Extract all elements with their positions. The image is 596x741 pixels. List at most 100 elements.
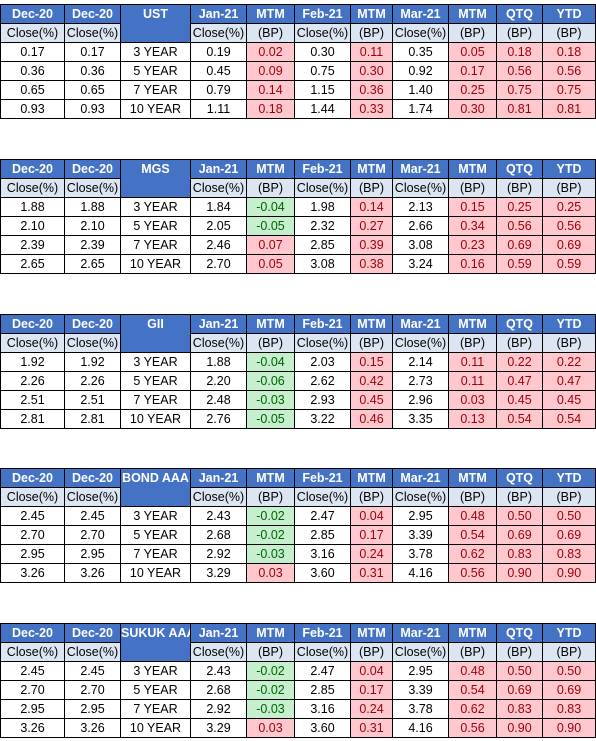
value-cell: 2.93 [294, 390, 351, 410]
value-cell: 2.10 [0, 216, 65, 236]
value-cell: 2.95 [392, 661, 449, 681]
subheader-cell: (BP) [496, 333, 543, 353]
yield-table: Dec-20 Dec-20 UST Jan-21 MTM Feb-21 MTM Mar-21 M… [0, 4, 596, 119]
value-cell: 2.85 [294, 680, 351, 700]
value-cell: -0.04 [246, 197, 295, 217]
value-cell: 0.62 [448, 699, 497, 719]
table-row: 2.45 2.45 3 YEAR 2.43 -0.02 2.47 0.04 2.95 0.48 0… [0, 661, 596, 681]
header-cell: Feb-21 [294, 4, 351, 24]
subheader-cell: (BP) [542, 23, 596, 43]
table-row: 2.26 2.26 5 YEAR 2.20 -0.06 2.62 0.42 2.73 0.11 0… [0, 371, 596, 391]
header-cell: Mar-21 [392, 623, 449, 643]
subheader-cell: (BP) [496, 487, 543, 507]
value-cell: 0.05 [448, 42, 497, 62]
header-cell: Dec-20 [64, 4, 121, 24]
value-cell: 0.90 [496, 563, 543, 583]
subheader-row: Close(%) Close(%) Close(%) (BP) Close(%) (BP)… [0, 487, 596, 507]
subheader-cell: (BP) [542, 333, 596, 353]
value-cell: 0.35 [392, 42, 449, 62]
subheader-row: Close(%) Close(%) Close(%) (BP) Close(%) (BP)… [0, 178, 596, 198]
value-cell: 3.60 [294, 718, 351, 738]
value-cell: 0.18 [246, 99, 295, 119]
subheader-cell: (BP) [542, 487, 596, 507]
value-cell: 2.70 [64, 680, 121, 700]
value-cell: 0.24 [350, 544, 393, 564]
value-cell: 0.04 [350, 506, 393, 526]
value-cell: -0.02 [246, 661, 295, 681]
value-cell: 0.31 [350, 563, 393, 583]
table-row: 1.88 1.88 3 YEAR 1.84 -0.04 1.98 0.14 2.13 0.15 0… [0, 197, 596, 217]
subheader-cell: Close(%) [64, 642, 121, 662]
value-cell: 0.25 [542, 197, 596, 217]
value-cell: 1.88 [190, 352, 247, 372]
yield-table: Dec-20 Dec-20 SUKUK AAA Jan-21 MTM Feb-21 MTM M… [0, 623, 596, 738]
value-cell: 0.17 [448, 61, 497, 81]
table-bond-aaa: Dec-20 Dec-20 BOND AAA Jan-21 MTM Feb-21 MTM Ma… [0, 468, 596, 583]
subheader-cell: (BP) [246, 333, 295, 353]
header-cell: Jan-21 [190, 4, 247, 24]
value-cell: -0.04 [246, 352, 295, 372]
value-cell: 0.56 [542, 216, 596, 236]
tenor-cell: 10 YEAR [120, 254, 191, 274]
value-cell: -0.03 [246, 699, 295, 719]
value-cell: 3.29 [190, 563, 247, 583]
value-cell: 0.34 [448, 216, 497, 236]
value-cell: 0.47 [542, 371, 596, 391]
subheader-cell: (BP) [246, 487, 295, 507]
header-cell: Dec-20 [0, 159, 65, 179]
value-cell: 2.70 [64, 525, 121, 545]
subheader-cell: Close(%) [64, 487, 121, 507]
subheader-cell: (BP) [542, 178, 596, 198]
table-row: 2.70 2.70 5 YEAR 2.68 -0.02 2.85 0.17 3.39 0.54 0… [0, 680, 596, 700]
header-cell: MTM [246, 314, 295, 334]
value-cell: 0.36 [64, 61, 121, 81]
tenor-cell: 10 YEAR [120, 718, 191, 738]
value-cell: 0.54 [496, 409, 543, 429]
value-cell: 0.93 [0, 99, 65, 119]
header-cell: QTQ [496, 314, 543, 334]
value-cell: 0.16 [448, 254, 497, 274]
subheader-cell: Close(%) [64, 23, 121, 43]
header-cell: MTM [448, 314, 497, 334]
table-row: 2.65 2.65 10 YEAR 2.70 0.05 3.08 0.38 3.24 0.16 0… [0, 254, 596, 274]
table-name: BOND AAA [120, 468, 191, 507]
header-cell: YTD [542, 159, 596, 179]
value-cell: 0.45 [496, 390, 543, 410]
table-row: 2.51 2.51 7 YEAR 2.48 -0.03 2.93 0.45 2.96 0.03 0… [0, 390, 596, 410]
value-cell: 2.92 [190, 544, 247, 564]
value-cell: 2.76 [190, 409, 247, 429]
value-cell: -0.05 [246, 409, 295, 429]
header-cell: Dec-20 [64, 623, 121, 643]
value-cell: 0.83 [542, 544, 596, 564]
value-cell: 2.26 [0, 371, 65, 391]
subheader-cell: Close(%) [64, 333, 121, 353]
value-cell: 0.75 [496, 80, 543, 100]
value-cell: 0.24 [350, 699, 393, 719]
header-cell: Mar-21 [392, 314, 449, 334]
header-cell: MTM [350, 159, 393, 179]
tenor-cell: 7 YEAR [120, 544, 191, 564]
value-cell: 0.48 [448, 661, 497, 681]
subheader-cell: Close(%) [294, 333, 351, 353]
value-cell: 3.39 [392, 525, 449, 545]
value-cell: 0.81 [496, 99, 543, 119]
value-cell: 0.83 [496, 544, 543, 564]
value-cell: 0.59 [542, 254, 596, 274]
value-cell: 0.07 [246, 235, 295, 255]
value-cell: 0.69 [496, 680, 543, 700]
value-cell: 4.16 [392, 563, 449, 583]
value-cell: 0.69 [542, 680, 596, 700]
value-cell: 0.15 [448, 197, 497, 217]
value-cell: 3.08 [392, 235, 449, 255]
value-cell: 0.22 [542, 352, 596, 372]
header-cell: YTD [542, 468, 596, 488]
value-cell: 3.24 [392, 254, 449, 274]
header-cell: MTM [246, 468, 295, 488]
value-cell: 0.56 [448, 563, 497, 583]
value-cell: 2.45 [0, 506, 65, 526]
value-cell: 3.26 [0, 563, 65, 583]
yield-table: Dec-20 Dec-20 MGS Jan-21 MTM Feb-21 MTM Mar-21 M… [0, 159, 596, 274]
subheader-cell: Close(%) [0, 23, 65, 43]
value-cell: 4.16 [392, 718, 449, 738]
tenor-cell: 5 YEAR [120, 680, 191, 700]
